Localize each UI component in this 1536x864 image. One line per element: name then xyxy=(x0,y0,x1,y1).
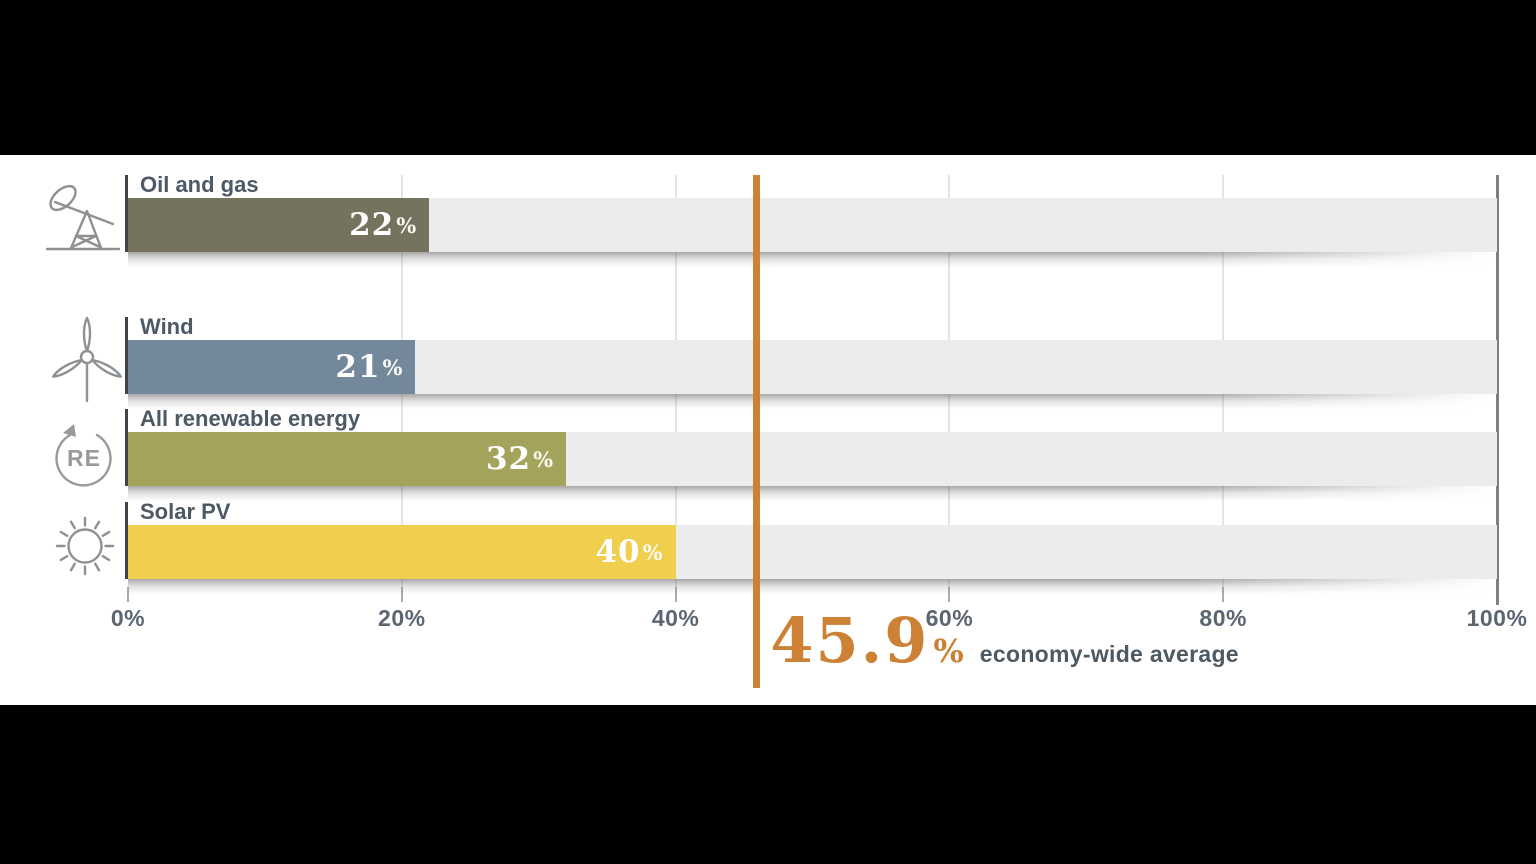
row-axis-tick xyxy=(125,409,128,486)
category-label: Oil and gas xyxy=(140,172,259,197)
oil-pumpjack-icon xyxy=(42,181,124,253)
category-label: Solar PV xyxy=(140,499,231,524)
bar-track: 32% xyxy=(128,432,1497,486)
bar-track: 22% xyxy=(128,198,1497,252)
average-reference-line xyxy=(752,175,760,688)
renewable-energy-icon: RE xyxy=(46,423,122,491)
row-axis-tick xyxy=(125,502,128,579)
x-tick-label: 100% xyxy=(1466,605,1528,631)
x-tick-label: 0% xyxy=(110,605,146,631)
x-tick-label: 60% xyxy=(925,605,974,631)
bar-value: 21 xyxy=(335,349,381,385)
wind-turbine-icon xyxy=(50,315,124,403)
bar-row-oil-and-gas: Oil and gas 22% xyxy=(0,172,1536,268)
x-tick-label: 20% xyxy=(378,605,426,631)
bar-value: 40 xyxy=(595,534,641,570)
bar-value: 22 xyxy=(349,207,395,243)
bar-track: 21% xyxy=(128,340,1497,394)
row-axis-tick xyxy=(125,175,128,252)
bar-value-percent: % xyxy=(396,212,417,238)
bar-wind: 21% xyxy=(128,340,416,394)
bar-oil-and-gas: 22% xyxy=(128,198,430,252)
bar-all-renewable-energy: 32% xyxy=(128,432,567,486)
bar-row-all-renewable-energy: All renewable energy 32% xyxy=(0,406,1536,502)
svg-text:RE: RE xyxy=(67,445,101,471)
bar-value-percent: % xyxy=(382,354,403,380)
bar-shadow xyxy=(128,252,1497,268)
bar-value: 32 xyxy=(485,441,532,477)
chart-area: 0% 20% 40% 60% 80% 100% Oil and gas 22% Wind … xyxy=(0,155,1536,705)
bar-track: 40% xyxy=(128,525,1497,579)
average-value: 45.9 xyxy=(770,604,930,677)
x-tick-label: 80% xyxy=(1199,605,1247,631)
bar-shadow xyxy=(128,579,1497,595)
bar-shadow xyxy=(128,486,1497,502)
bar-shadow xyxy=(128,394,1497,410)
bar-value-percent: % xyxy=(642,539,663,565)
category-label: All renewable energy xyxy=(140,406,361,431)
x-tick-label: 40% xyxy=(651,605,700,631)
bar-row-solar-pv: Solar PV 40% xyxy=(0,499,1536,595)
bar-solar-pv: 40% xyxy=(128,525,676,579)
row-axis-tick xyxy=(125,317,128,394)
bar-row-wind: Wind 21% xyxy=(0,314,1536,410)
bar-value-percent: % xyxy=(533,446,554,472)
average-caption: economy-wide average xyxy=(979,641,1239,667)
sun-icon xyxy=(46,509,124,583)
axis-line-100 xyxy=(1495,175,1499,605)
average-annotation: 45.9 % economy-wide average xyxy=(770,610,1239,672)
average-percent-sign: % xyxy=(933,632,964,670)
category-label: Wind xyxy=(140,314,194,339)
